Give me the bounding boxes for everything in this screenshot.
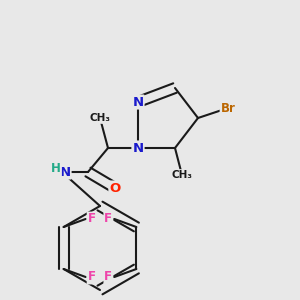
Text: N: N — [132, 95, 144, 109]
Text: F: F — [104, 271, 112, 284]
Text: N: N — [132, 142, 144, 154]
Text: O: O — [110, 182, 121, 194]
Text: F: F — [88, 212, 96, 226]
Text: H: H — [51, 163, 61, 176]
Text: CH₃: CH₃ — [172, 170, 193, 180]
Text: N: N — [59, 166, 70, 178]
Text: CH₃: CH₃ — [89, 113, 110, 123]
Text: F: F — [88, 271, 96, 284]
Text: Br: Br — [220, 101, 236, 115]
Text: F: F — [104, 212, 112, 226]
